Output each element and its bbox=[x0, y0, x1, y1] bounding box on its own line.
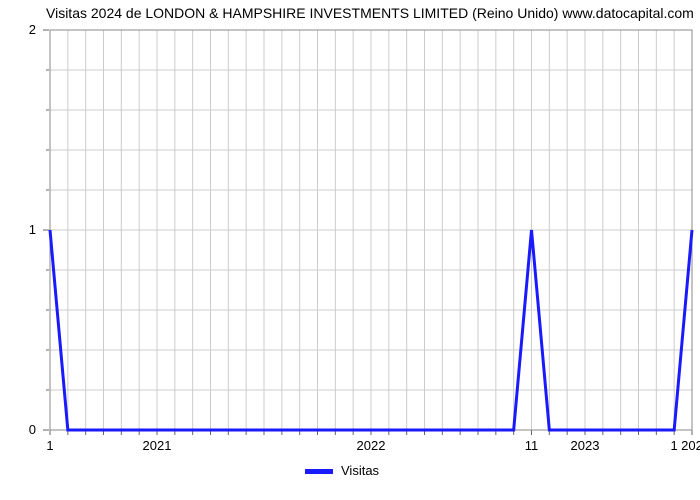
x-tick-label: 1 bbox=[46, 438, 53, 453]
chart-title: Visitas 2024 de LONDON & HAMPSHIRE INVES… bbox=[46, 5, 694, 21]
y-tick-label: 1 bbox=[29, 222, 36, 237]
visits-line-chart: Visitas 2024 de LONDON & HAMPSHIRE INVES… bbox=[0, 0, 700, 500]
y-tick-label: 2 bbox=[29, 22, 36, 37]
x-tick-label: 2021 bbox=[143, 438, 172, 453]
x-tick-label: 202 bbox=[681, 438, 700, 453]
x-tick-label: 1 bbox=[671, 438, 678, 453]
x-tick-label: 11 bbox=[525, 438, 539, 453]
legend-swatch bbox=[305, 469, 333, 474]
y-tick-label: 0 bbox=[29, 422, 36, 437]
chart-container: Visitas 2024 de LONDON & HAMPSHIRE INVES… bbox=[0, 0, 700, 500]
x-tick-label: 2022 bbox=[357, 438, 386, 453]
legend-label: Visitas bbox=[341, 463, 380, 478]
x-tick-label: 2023 bbox=[571, 438, 600, 453]
